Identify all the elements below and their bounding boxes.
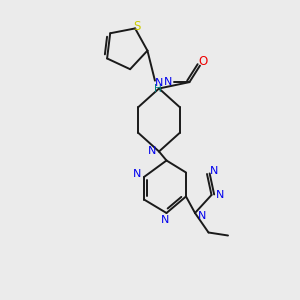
Text: H: H bbox=[154, 84, 162, 94]
Text: N: N bbox=[216, 190, 224, 200]
Text: N: N bbox=[148, 146, 157, 157]
Text: N: N bbox=[164, 77, 172, 87]
Text: N: N bbox=[197, 211, 206, 221]
Text: S: S bbox=[133, 20, 140, 33]
Text: N: N bbox=[155, 78, 163, 88]
Text: O: O bbox=[198, 55, 208, 68]
Text: N: N bbox=[133, 169, 142, 179]
Text: N: N bbox=[210, 166, 219, 176]
Text: N: N bbox=[161, 214, 169, 225]
